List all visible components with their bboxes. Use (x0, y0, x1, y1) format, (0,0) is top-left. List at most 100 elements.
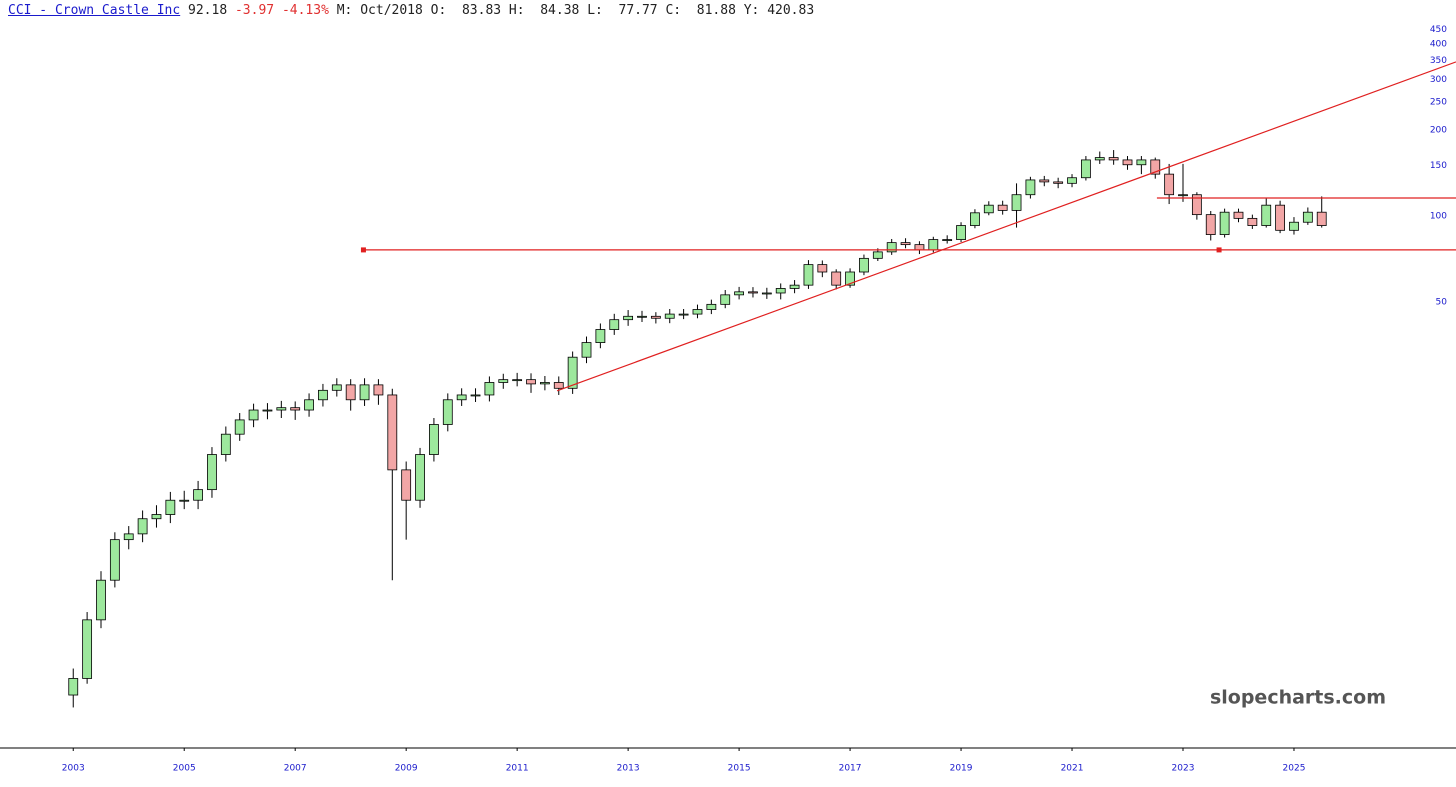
candle-body (803, 264, 814, 286)
candle-body (207, 454, 217, 491)
candle-body (290, 407, 301, 411)
candle-body (650, 315, 661, 319)
candle-body (109, 539, 120, 581)
header: CCI - Crown Castle Inc 92.18 -3.97 -4.13… (8, 3, 814, 18)
candle-body (498, 379, 509, 383)
candle-body (401, 469, 412, 501)
candle-body (470, 394, 481, 397)
candle-body (553, 382, 564, 389)
candle-body (123, 533, 134, 541)
candle-body (609, 319, 620, 330)
x-tick-label: 2005 (173, 764, 196, 774)
candle-body (68, 678, 79, 696)
candle-body (387, 394, 398, 471)
x-tick-label: 2003 (62, 764, 85, 774)
last-price: 92.18 (188, 3, 228, 18)
candle-body (1094, 157, 1105, 161)
candle-body (1247, 217, 1258, 226)
candle-body (442, 399, 453, 425)
y-tick-label: 200 (1430, 125, 1447, 135)
candle-body (1053, 181, 1064, 184)
candle-body (845, 271, 855, 286)
y-tick-label: 50 (1436, 297, 1448, 307)
x-tick-label: 2025 (1283, 764, 1306, 774)
candle-body (137, 518, 148, 535)
candle-body (539, 382, 550, 385)
change: -3.97 -4.13% (234, 3, 329, 18)
candle-body (220, 433, 231, 455)
candle-body (678, 313, 689, 316)
candle-body (817, 264, 828, 273)
candle-body (775, 288, 786, 294)
candle-body (623, 315, 634, 321)
candle-body (970, 212, 980, 226)
x-tick-label: 2015 (728, 764, 751, 774)
candle-body (692, 309, 703, 315)
candle-body (1039, 179, 1050, 183)
y-tick-label: 250 (1430, 98, 1447, 108)
candle-body (706, 303, 717, 310)
candle-body (415, 454, 425, 501)
x-tick-label: 2023 (1172, 764, 1195, 774)
y-tick-label: 400 (1430, 39, 1447, 49)
candle-body (1233, 211, 1244, 219)
candle-body (1316, 211, 1327, 226)
candle-body (983, 204, 994, 214)
candle-body (581, 342, 592, 358)
candle-body (1122, 159, 1133, 166)
candle-body (179, 499, 190, 502)
y-tick-label: 100 (1430, 211, 1447, 221)
y-tick-label: 300 (1430, 75, 1447, 85)
candle-body (734, 291, 744, 296)
candle-body (761, 292, 772, 295)
candle-body (234, 419, 245, 435)
candle-body (526, 379, 536, 385)
candle-body (1025, 179, 1036, 196)
candle-body (748, 291, 758, 294)
candle-body (82, 619, 93, 679)
candle-body (512, 379, 523, 382)
x-tick-label: 2009 (395, 764, 418, 774)
candle-body (1011, 194, 1022, 211)
candle-body (1080, 159, 1091, 179)
candle-body (1205, 214, 1216, 235)
y-tick-label: 150 (1430, 161, 1447, 171)
line-anchor (360, 247, 366, 253)
candle-body (1164, 173, 1175, 196)
candle-body (373, 384, 384, 396)
candle-body (1191, 194, 1202, 216)
x-tick-label: 2019 (950, 764, 973, 774)
candle-body (1178, 194, 1188, 197)
candle-body (429, 424, 439, 455)
candle-body (1136, 159, 1147, 166)
candle-body (304, 399, 314, 411)
candle-body (193, 489, 203, 501)
candle-body (248, 409, 259, 421)
candle-body (165, 499, 176, 515)
candle-body (331, 384, 342, 391)
bar-info: M: Oct/2018 O: 83.83 H: 84.38 L: 77.77 C… (336, 3, 815, 18)
y-tick-label: 350 (1430, 56, 1447, 66)
candle-body (789, 284, 800, 289)
x-tick-label: 2017 (839, 764, 862, 774)
candle-body (1275, 204, 1286, 231)
candle-body (1302, 211, 1313, 223)
candle-body (1289, 221, 1299, 231)
candle-body (595, 329, 606, 343)
candle-body (96, 579, 106, 621)
candle-body (345, 384, 356, 401)
symbol-link[interactable]: CCI - Crown Castle Inc (8, 3, 181, 18)
candle-body (859, 257, 869, 273)
candle-body (942, 239, 953, 241)
candle-body (997, 204, 1008, 211)
candle-body (872, 251, 883, 259)
candle-body (567, 356, 578, 389)
x-tick-label: 2007 (284, 764, 307, 774)
candle-body (914, 244, 925, 251)
candle-body (484, 382, 495, 396)
candle-body (831, 271, 842, 286)
x-tick-label: 2021 (1061, 764, 1084, 774)
candle-body (276, 407, 287, 411)
candle-body (151, 514, 162, 520)
